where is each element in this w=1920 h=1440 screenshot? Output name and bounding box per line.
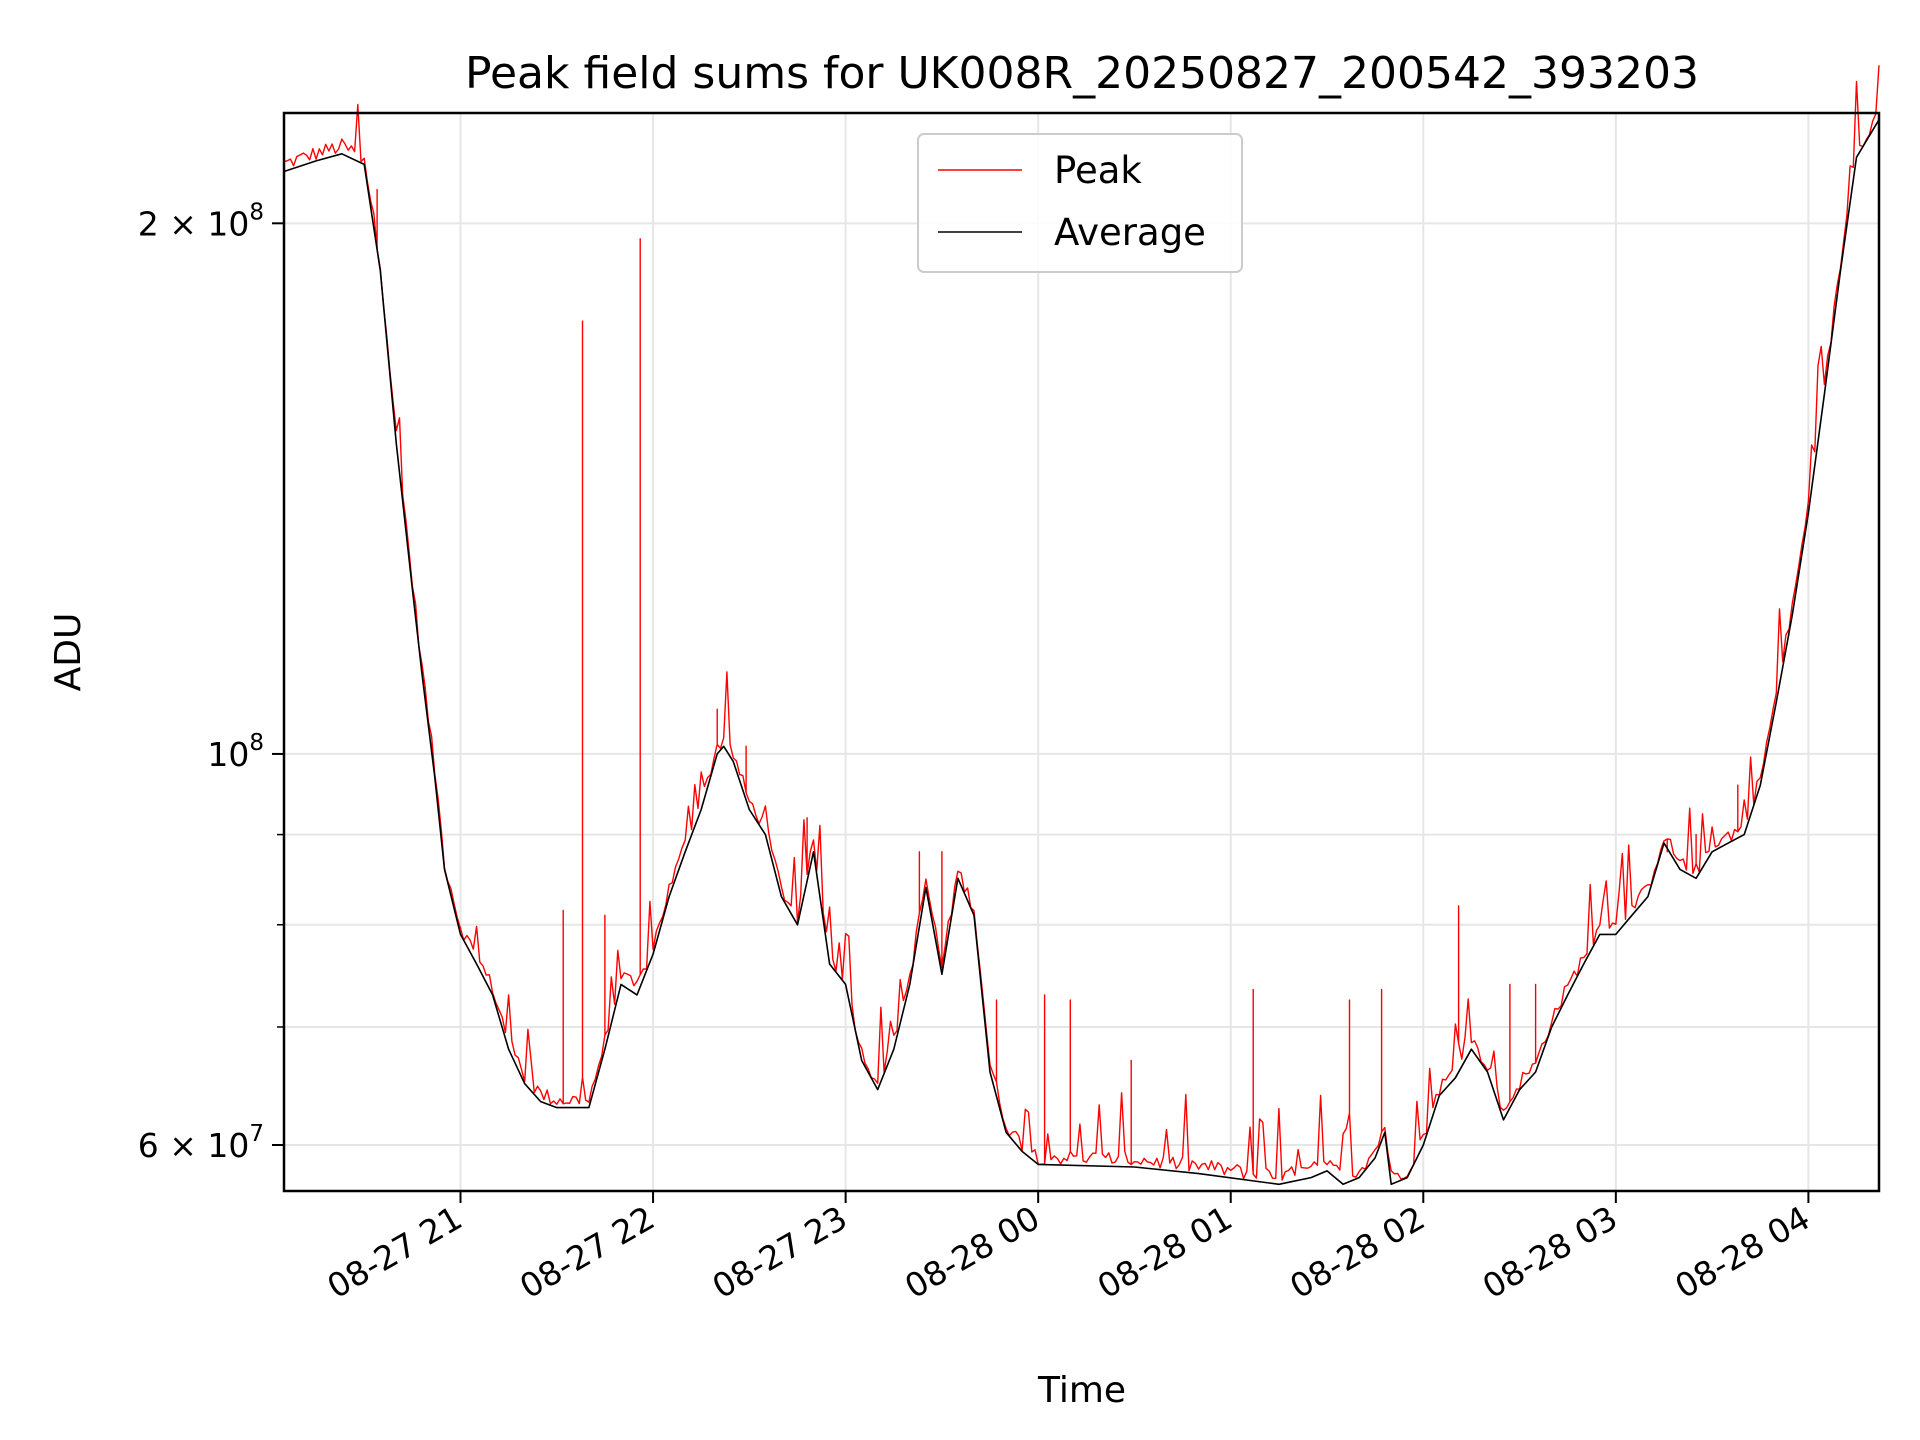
plot-series (283, 65, 1880, 1186)
x-axis-label: Time (1037, 1370, 1126, 1411)
series-line-average (283, 119, 1880, 1186)
chart-title: Peak field sums for UK008R_20250827_2005… (465, 48, 1699, 99)
y-tick-label: 108 (207, 730, 264, 774)
plot-frame (282, 111, 1881, 1193)
y-axis-label: ADU (48, 613, 89, 692)
y-tick-label: 6 × 107 (138, 1121, 264, 1165)
legend-label-average: Average (1054, 211, 1206, 254)
y-tick-label: 2 × 108 (138, 199, 264, 243)
legend-label-peak: Peak (1054, 149, 1142, 192)
series-line-peak (283, 65, 1880, 1181)
legend-box (917, 133, 1243, 273)
legend: Peak Average (917, 133, 1243, 273)
y-axis-ticks: 6 × 107 108 2 × 108 (138, 199, 284, 1165)
